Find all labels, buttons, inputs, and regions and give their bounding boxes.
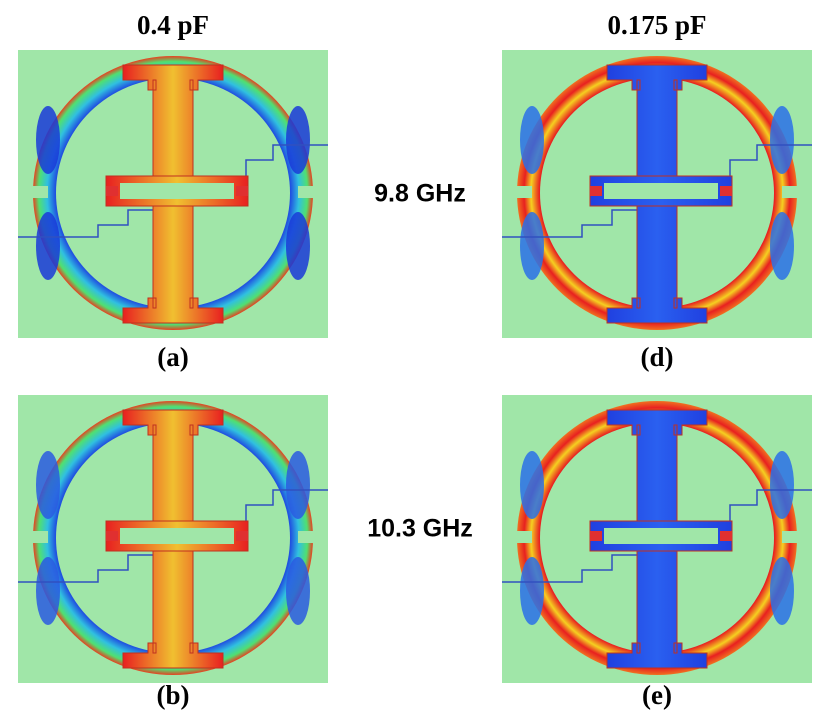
ring-gap <box>298 531 318 543</box>
ring-gap <box>782 531 802 543</box>
capacitor <box>236 531 248 541</box>
field-patch <box>520 557 544 625</box>
row-label: 9.8 GHz <box>374 180 466 208</box>
capacitor <box>590 531 602 541</box>
field-patch <box>286 557 310 625</box>
field-patch <box>286 212 310 280</box>
column-title: 0.4 pF <box>137 10 209 40</box>
panel-caption: (e) <box>642 680 672 710</box>
capacitor <box>720 186 732 196</box>
cross-slot <box>120 528 234 544</box>
column-title: 0.175 pF <box>607 10 706 40</box>
field-patch <box>770 451 794 519</box>
capacitor <box>106 531 118 541</box>
capacitor <box>236 186 248 196</box>
field-plot <box>18 50 328 338</box>
panel-caption: (d) <box>641 342 674 372</box>
field-patch <box>286 451 310 519</box>
field-patch <box>36 106 60 174</box>
ring-gap <box>298 186 318 198</box>
cross-slot <box>120 183 234 199</box>
field-patch <box>520 451 544 519</box>
capacitor <box>720 531 732 541</box>
capacitor <box>106 186 118 196</box>
field-patch <box>286 106 310 174</box>
field-plot <box>18 395 328 683</box>
field-patch <box>770 557 794 625</box>
ring-gap <box>28 531 48 543</box>
panel-caption: (b) <box>157 680 190 710</box>
field-patch <box>36 451 60 519</box>
field-patch <box>36 557 60 625</box>
field-patch <box>770 106 794 174</box>
field-patch <box>520 212 544 280</box>
field-plot <box>502 395 812 683</box>
ring-gap <box>512 531 532 543</box>
field-patch <box>770 212 794 280</box>
field-plot <box>502 50 812 338</box>
panel-caption: (a) <box>157 342 188 372</box>
cross-slot <box>604 183 718 199</box>
ring-gap <box>512 186 532 198</box>
ring-gap <box>28 186 48 198</box>
row-label: 10.3 GHz <box>367 515 473 543</box>
field-patch <box>520 106 544 174</box>
capacitor <box>590 186 602 196</box>
field-patch <box>36 212 60 280</box>
cross-slot <box>604 528 718 544</box>
ring-gap <box>782 186 802 198</box>
